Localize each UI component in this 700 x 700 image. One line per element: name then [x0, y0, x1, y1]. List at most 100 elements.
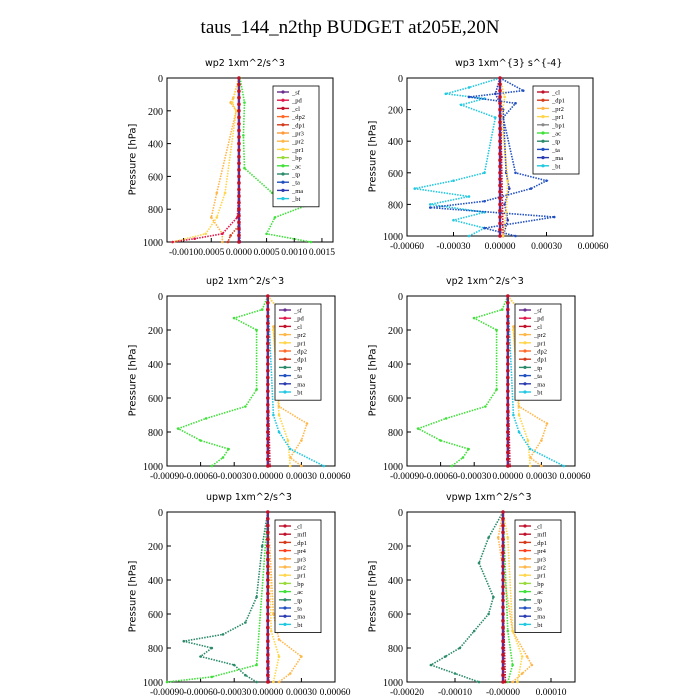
series-point: [501, 653, 505, 657]
legend-label: _tp: [293, 365, 302, 372]
series-point: [237, 135, 241, 139]
panel-title: upwp 1xm^2/s^3: [206, 492, 292, 503]
legend-label: _dp1: [533, 540, 547, 547]
series-point: [467, 234, 471, 238]
legend-marker: [283, 598, 287, 602]
legend-marker: [523, 308, 527, 312]
series-point: [272, 680, 275, 684]
series-point: [300, 464, 303, 468]
series-point: [266, 551, 270, 555]
series-point: [501, 639, 505, 643]
series-point: [530, 663, 534, 667]
series-point: [221, 240, 224, 244]
series-point: [498, 208, 502, 213]
series-point: [439, 439, 442, 442]
series-point: [506, 369, 510, 373]
series-line: [416, 295, 509, 467]
series-point: [272, 325, 275, 328]
series-point: [165, 680, 169, 684]
series-point: [243, 166, 246, 170]
panel-title: vpwp 1xm^2/s^3: [446, 492, 532, 503]
series-point: [413, 187, 417, 190]
series-point: [506, 396, 510, 400]
series-point: [237, 141, 241, 146]
series-point: [498, 183, 502, 188]
x-tick-label: 0.0005: [198, 248, 224, 258]
legend-marker: [281, 106, 285, 110]
series-point: [506, 389, 510, 393]
y-tick-label: 1000: [143, 678, 163, 689]
plot-up2: 0 200 400 600 800 1000-0.00090 -0.00060 -0.0003…: [143, 292, 351, 482]
legend-label: _bt: [551, 163, 561, 170]
legend-marker: [281, 188, 285, 192]
legend-marker: [283, 573, 287, 577]
legend-marker: [283, 581, 287, 585]
legend-label: _ac: [533, 589, 543, 596]
series-point: [514, 234, 517, 238]
series-point: [506, 382, 510, 387]
legend-label: _mfl: [533, 532, 546, 539]
series-point: [506, 536, 510, 539]
legend-label: _pr1: [533, 573, 546, 580]
series-point: [512, 328, 515, 332]
legend-label: _pd: [291, 98, 303, 105]
legend-label: _bt: [533, 390, 543, 397]
series-point: [234, 109, 238, 113]
y-tick-label: 600: [388, 169, 403, 180]
legend-label: _pr2: [291, 139, 304, 146]
legend-marker: [283, 622, 287, 626]
series-point: [272, 612, 275, 616]
legend-box: [272, 85, 320, 208]
series-point: [171, 240, 174, 244]
figure-title: taus_144_n2thp BUDGET at205E,20N: [200, 17, 500, 38]
series-point: [501, 571, 505, 575]
legend-marker: [523, 324, 527, 328]
series-point: [483, 199, 486, 203]
x-tick-label: 0.00030: [286, 688, 317, 698]
series-point: [204, 417, 208, 420]
series-point: [266, 396, 270, 400]
legend-label: _dp1: [533, 357, 547, 364]
x-tick-label: -0.00030: [457, 472, 491, 482]
series-point: [498, 171, 502, 175]
series-point: [266, 355, 270, 359]
legend-marker: [541, 164, 545, 168]
legend-label: _dp2: [293, 349, 307, 356]
legend-marker: [541, 139, 545, 143]
series-point: [266, 416, 270, 421]
series-point: [266, 598, 270, 603]
legend-marker: [523, 549, 527, 553]
series-point: [501, 578, 505, 582]
series-point: [506, 450, 510, 455]
series-point: [237, 128, 241, 133]
legend-marker: [283, 565, 287, 569]
series-line: [414, 77, 501, 237]
y-tick-label: 400: [148, 576, 163, 587]
panel-title: up2 1xm^2/s^3: [206, 276, 285, 287]
legend-label: _pr3: [291, 131, 304, 138]
series-point: [266, 341, 270, 346]
x-tick-label: 0.0000: [226, 248, 252, 258]
legend-marker: [523, 532, 527, 536]
x-tick-label: -0.00030: [217, 688, 251, 698]
series-line: [210, 77, 240, 242]
legend-marker: [281, 197, 285, 201]
series-point: [237, 82, 241, 87]
x-tick-label: 0.00030: [526, 472, 557, 482]
y-tick-label: 600: [388, 610, 403, 621]
legend-label: _pr1: [291, 147, 304, 154]
series-point: [506, 464, 510, 468]
legend-box: [274, 519, 322, 633]
series-point: [494, 92, 497, 96]
legend-label: _pr3: [293, 556, 306, 563]
series-point: [243, 101, 246, 104]
series-point: [266, 625, 270, 630]
legend-label: _ma: [533, 381, 545, 388]
x-tick-label: -0.00000: [486, 688, 520, 698]
legend-marker: [283, 333, 287, 337]
legend-marker: [283, 308, 287, 312]
legend-label: _cl: [293, 524, 302, 531]
series-point: [477, 561, 481, 565]
series-point: [487, 536, 490, 539]
